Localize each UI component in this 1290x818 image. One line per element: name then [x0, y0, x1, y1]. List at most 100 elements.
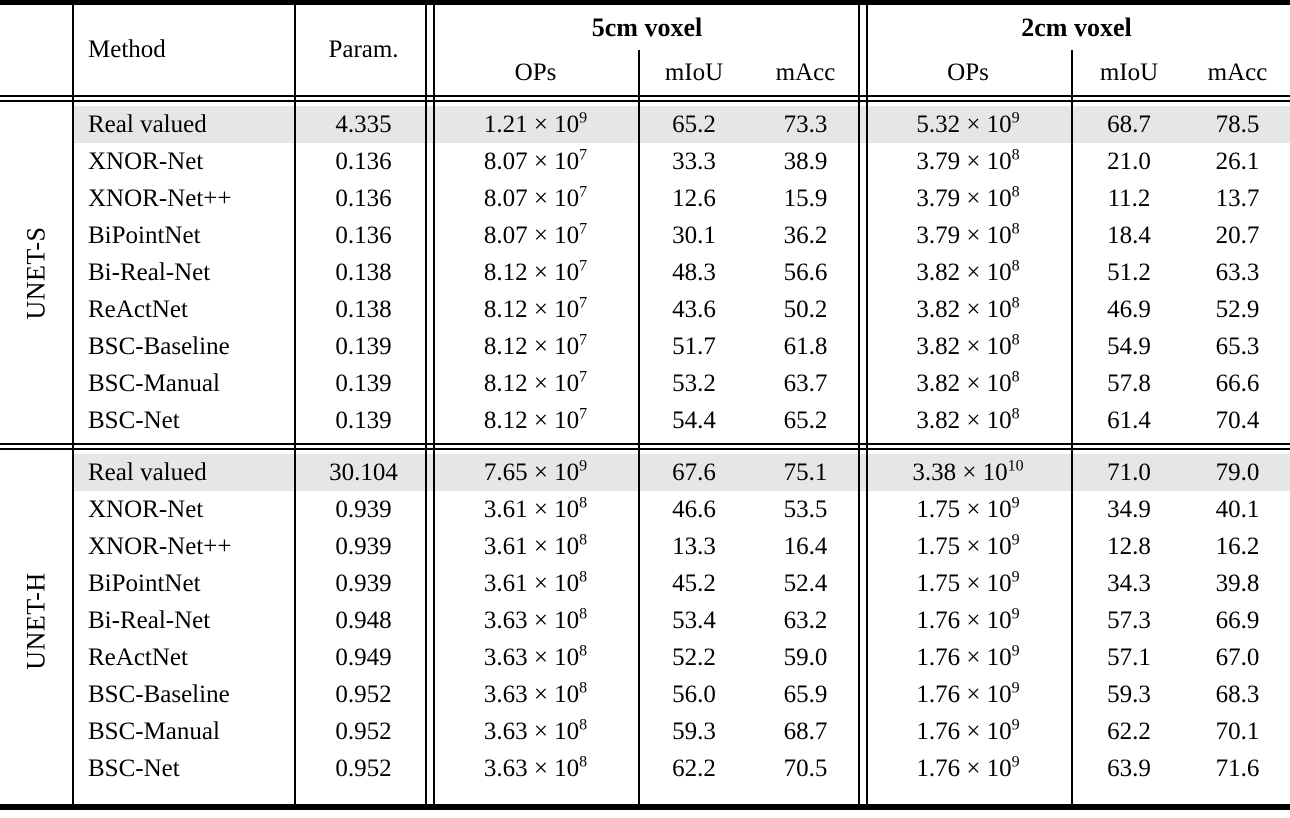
cell-macc-2cm: 16.2 — [1215, 532, 1260, 560]
cell-method: BSC-Baseline — [88, 332, 230, 360]
table-row: XNOR-Net++ 0.136 8.07 × 107 12.6 15.9 3.… — [0, 180, 1290, 217]
cell-param: 0.138 — [335, 258, 392, 286]
table-row: ReActNet 0.138 8.12 × 107 43.6 50.2 3.82… — [0, 291, 1290, 328]
vrule-method — [294, 5, 296, 804]
cell-method: ReActNet — [88, 295, 188, 323]
cell-macc-2cm: 20.7 — [1215, 221, 1260, 249]
cell-miou-5cm: 62.2 — [672, 754, 716, 782]
cell-macc-2cm: 52.9 — [1215, 295, 1260, 323]
cell-ops-5cm: 3.63 × 108 — [483, 605, 588, 634]
vrule-ops-5cm — [638, 50, 640, 804]
cell-method: ReActNet — [88, 643, 188, 671]
cell-miou-2cm: 57.1 — [1107, 643, 1151, 671]
cell-miou-2cm: 21.0 — [1107, 147, 1151, 175]
table-row: ReActNet 0.949 3.63 × 108 52.2 59.0 1.76… — [0, 639, 1290, 676]
cell-miou-2cm: 61.4 — [1107, 406, 1151, 434]
cell-ops-2cm: 1.76 × 109 — [916, 679, 1020, 708]
cell-method: Bi-Real-Net — [88, 606, 211, 634]
cell-miou-5cm: 67.6 — [672, 458, 716, 486]
cell-method: Real valued — [88, 110, 207, 138]
cell-macc-2cm: 66.9 — [1215, 606, 1260, 634]
cell-method: BSC-Net — [88, 754, 180, 782]
cell-method: BiPointNet — [88, 221, 201, 249]
cell-macc-5cm: 75.1 — [783, 458, 828, 486]
section-unet-s: UNET-S Real valued 4.335 1.21 × 109 65.2… — [0, 102, 1290, 443]
cell-miou-5cm: 53.2 — [672, 369, 716, 397]
cell-ops-5cm: 8.12 × 107 — [483, 405, 588, 434]
cell-param: 0.138 — [335, 295, 392, 323]
cell-miou-5cm: 46.6 — [672, 495, 716, 523]
table-row: BiPointNet 0.136 8.07 × 107 30.1 36.2 3.… — [0, 217, 1290, 254]
top-rule — [0, 0, 1290, 5]
cell-miou-5cm: 65.2 — [672, 110, 716, 138]
cell-miou-5cm: 13.3 — [672, 532, 716, 560]
header-macc-2cm: mAcc — [1207, 58, 1268, 86]
cell-method: BSC-Net — [88, 406, 180, 434]
cell-macc-2cm: 67.0 — [1215, 643, 1260, 671]
cell-miou-2cm: 34.3 — [1107, 569, 1151, 597]
cell-param: 0.952 — [335, 717, 392, 745]
cell-param: 0.939 — [335, 495, 392, 523]
cell-miou-5cm: 33.3 — [672, 147, 716, 175]
cell-ops-5cm: 3.61 × 108 — [483, 568, 588, 597]
table-row: XNOR-Net 0.939 3.61 × 108 46.6 53.5 1.75… — [0, 491, 1290, 528]
cell-macc-5cm: 70.5 — [783, 754, 828, 782]
cell-macc-2cm: 39.8 — [1215, 569, 1260, 597]
cell-ops-5cm: 8.12 × 107 — [483, 257, 588, 286]
cell-ops-2cm: 3.38 × 1010 — [912, 457, 1024, 486]
cell-ops-2cm: 5.32 × 109 — [916, 109, 1020, 138]
header-group-2cm-voxel: 2cm voxel — [1021, 12, 1132, 42]
cell-macc-5cm: 53.5 — [783, 495, 828, 523]
cell-param: 0.952 — [335, 680, 392, 708]
cell-param: 0.952 — [335, 754, 392, 782]
cell-macc-5cm: 38.9 — [783, 147, 828, 175]
table-header: Method Param. 5cm voxel 2cm voxel OPs mI… — [0, 5, 1290, 95]
cell-macc-5cm: 65.9 — [783, 680, 828, 708]
table-row: Bi-Real-Net 0.948 3.63 × 108 53.4 63.2 1… — [0, 602, 1290, 639]
cell-ops-5cm: 3.63 × 108 — [483, 679, 588, 708]
cell-param: 0.939 — [335, 532, 392, 560]
cell-param: 30.104 — [329, 458, 398, 486]
cell-ops-5cm: 8.12 × 107 — [483, 368, 588, 397]
cell-macc-2cm: 71.6 — [1215, 754, 1260, 782]
cell-miou-5cm: 56.0 — [672, 680, 716, 708]
cell-ops-2cm: 3.79 × 108 — [916, 220, 1020, 249]
section-divider-rule — [0, 443, 1290, 450]
vrule-param-double — [425, 5, 435, 804]
cell-miou-5cm: 30.1 — [672, 221, 716, 249]
cell-miou-2cm: 57.3 — [1107, 606, 1151, 634]
cell-ops-2cm: 3.82 × 108 — [916, 294, 1020, 323]
cell-miou-2cm: 12.8 — [1107, 532, 1151, 560]
cell-param: 0.136 — [335, 184, 392, 212]
cell-ops-2cm: 1.76 × 109 — [916, 753, 1020, 782]
cell-method: BSC-Manual — [88, 717, 220, 745]
cell-miou-2cm: 46.9 — [1107, 295, 1151, 323]
cell-macc-5cm: 65.2 — [783, 406, 828, 434]
cell-method: XNOR-Net — [88, 495, 204, 523]
cell-ops-5cm: 8.07 × 107 — [483, 220, 588, 249]
cell-ops-5cm: 1.21 × 109 — [483, 109, 588, 138]
cell-ops-5cm: 7.65 × 109 — [483, 457, 588, 486]
cell-macc-5cm: 68.7 — [783, 717, 828, 745]
cell-macc-2cm: 68.3 — [1215, 680, 1260, 708]
cell-macc-2cm: 66.6 — [1215, 369, 1260, 397]
cell-miou-2cm: 71.0 — [1107, 458, 1151, 486]
cell-miou-5cm: 54.4 — [672, 406, 716, 434]
cell-miou-5cm: 52.2 — [672, 643, 716, 671]
cell-macc-2cm: 63.3 — [1215, 258, 1260, 286]
cell-ops-2cm: 3.82 × 108 — [916, 368, 1020, 397]
header-divider-rule — [0, 95, 1290, 102]
cell-miou-5cm: 48.3 — [672, 258, 716, 286]
cell-macc-2cm: 70.1 — [1215, 717, 1260, 745]
cell-param: 0.136 — [335, 221, 392, 249]
cell-method: BiPointNet — [88, 569, 201, 597]
cell-ops-5cm: 3.61 × 108 — [483, 494, 588, 523]
table-row: BSC-Net 0.952 3.63 × 108 62.2 70.5 1.76 … — [0, 750, 1290, 787]
cell-miou-2cm: 62.2 — [1107, 717, 1151, 745]
cell-param: 0.948 — [335, 606, 392, 634]
cell-param: 4.335 — [335, 110, 392, 138]
table-row: BSC-Baseline 0.139 8.12 × 107 51.7 61.8 … — [0, 328, 1290, 365]
cell-param: 0.139 — [335, 332, 392, 360]
cell-miou-2cm: 57.8 — [1107, 369, 1151, 397]
